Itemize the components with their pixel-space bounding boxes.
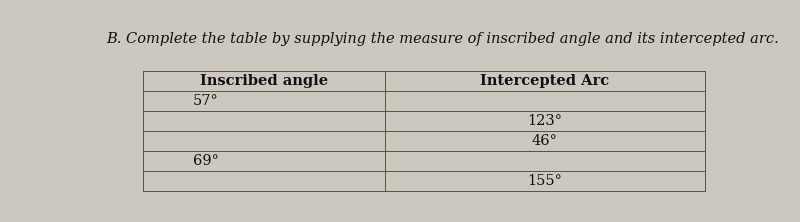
Text: Inscribed angle: Inscribed angle <box>200 74 328 88</box>
Text: 123°: 123° <box>527 114 562 128</box>
Text: 155°: 155° <box>527 174 562 188</box>
Text: B. Complete the table by supplying the measure of inscribed angle and its interc: B. Complete the table by supplying the m… <box>106 32 779 46</box>
Text: 69°: 69° <box>193 154 219 168</box>
Text: 46°: 46° <box>532 134 558 148</box>
Text: 57°: 57° <box>193 94 218 108</box>
Text: Intercepted Arc: Intercepted Arc <box>480 74 609 88</box>
